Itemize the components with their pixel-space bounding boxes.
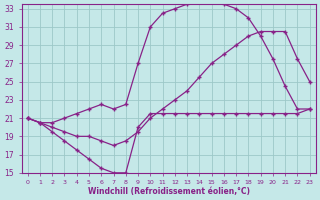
X-axis label: Windchill (Refroidissement éolien,°C): Windchill (Refroidissement éolien,°C): [88, 187, 250, 196]
